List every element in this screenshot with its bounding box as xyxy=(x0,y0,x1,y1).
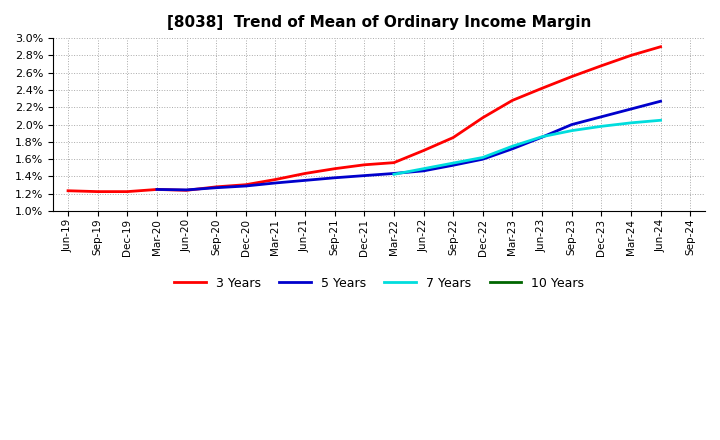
Title: [8038]  Trend of Mean of Ordinary Income Margin: [8038] Trend of Mean of Ordinary Income … xyxy=(167,15,591,30)
Legend: 3 Years, 5 Years, 7 Years, 10 Years: 3 Years, 5 Years, 7 Years, 10 Years xyxy=(169,272,589,295)
